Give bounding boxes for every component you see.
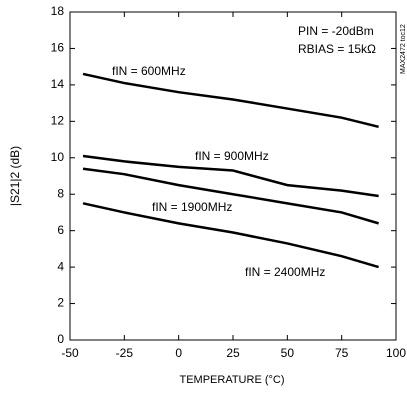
- y-tick-label: 8: [57, 186, 64, 200]
- x-tick-label: 50: [281, 346, 295, 360]
- y-tick-label: 14: [51, 77, 65, 91]
- annotation: MAX2472 toc12: [400, 24, 407, 74]
- series-label: fIN = 600MHz: [112, 64, 186, 78]
- y-tick-label: 6: [57, 223, 64, 237]
- annotation: RBIAS = 15kΩ: [298, 42, 376, 56]
- data-line: [82, 167, 379, 225]
- y-tick-label: 4: [57, 259, 64, 273]
- data-line: [82, 202, 379, 269]
- x-tick-label: -50: [61, 346, 79, 360]
- data-line: [82, 72, 379, 129]
- series-label: fIN = 900MHz: [195, 149, 269, 163]
- y-tick-label: 2: [57, 296, 64, 310]
- x-tick-label: -25: [116, 346, 134, 360]
- x-tick-label: 100: [386, 346, 406, 360]
- x-tick-label: 25: [226, 346, 240, 360]
- annotation: PIN = -20dBm: [298, 24, 374, 38]
- x-tick-label: 75: [335, 346, 349, 360]
- series-label: fIN = 1900MHz: [152, 200, 232, 214]
- y-tick-label: 0: [57, 332, 64, 346]
- data-line: [82, 154, 379, 198]
- y-tick-label: 16: [51, 41, 65, 55]
- x-tick-label: 0: [175, 346, 182, 360]
- y-tick-label: 18: [51, 4, 65, 18]
- plot-frame: [69, 11, 397, 341]
- x-axis-label: TEMPERATURE (°C): [179, 374, 284, 386]
- y-tick-label: 12: [51, 114, 65, 128]
- y-axis-label: |S21|2 (dB): [8, 146, 22, 206]
- series-label: fIN = 2400MHz: [245, 265, 325, 279]
- y-tick-label: 10: [51, 150, 65, 164]
